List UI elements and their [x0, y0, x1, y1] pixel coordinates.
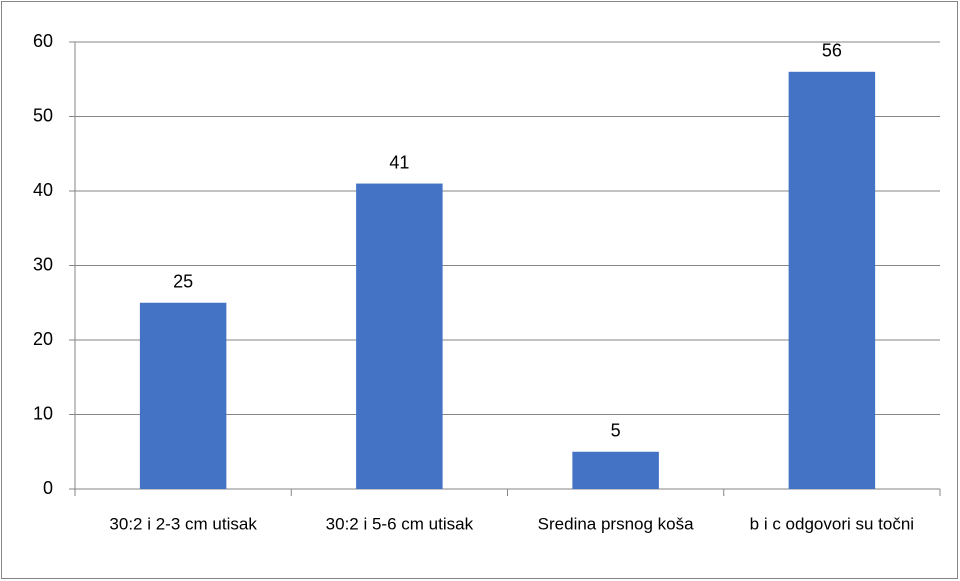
x-tick-label: Sredina prsnog koša: [538, 514, 694, 533]
y-tick-label: 50: [33, 105, 53, 125]
x-tick-label: 30:2 i 2-3 cm utisak: [109, 514, 257, 533]
bar: [572, 451, 659, 489]
bar: [356, 183, 443, 490]
y-tick-label: 30: [33, 254, 53, 274]
bar: [139, 302, 227, 489]
data-label: 5: [611, 421, 621, 441]
data-label: 56: [822, 41, 842, 61]
y-tick-label: 40: [33, 180, 53, 200]
y-tick-label: 20: [33, 329, 53, 349]
y-tick-label: 10: [33, 403, 53, 423]
x-tick-label: 30:2 i 5-6 cm utisak: [326, 514, 474, 533]
data-label: 25: [173, 272, 193, 292]
y-tick-label: 0: [43, 478, 53, 498]
y-tick-label: 60: [33, 31, 53, 51]
bar: [788, 71, 876, 490]
x-tick-label: b i c odgovori su točni: [750, 514, 914, 533]
data-label: 41: [389, 152, 409, 172]
